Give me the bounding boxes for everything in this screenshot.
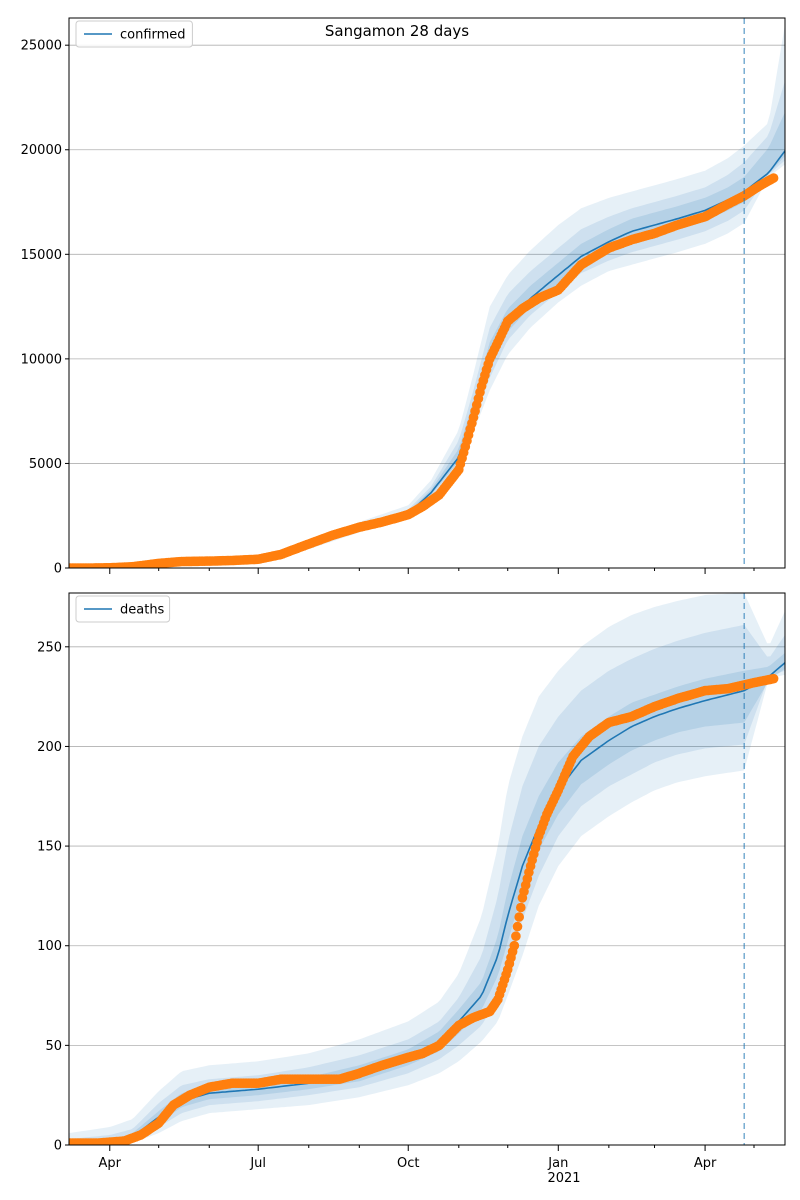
uncertainty-band [69, 593, 785, 1145]
observed-point [768, 173, 779, 183]
y-tick-label: 10000 [21, 352, 62, 367]
x-year-label: 2021 [547, 1171, 580, 1186]
observed-point [511, 931, 521, 941]
observed-point [512, 921, 523, 932]
uncertainty-band [69, 624, 785, 1145]
deaths-panel: 0 50 100 150 200 250 Apr Jul Oct Jan Apr deaths [37, 592, 786, 1171]
plot-area [69, 24, 785, 568]
legend-box [75, 20, 193, 48]
y-tick-label: 250 [37, 640, 62, 655]
uncertainty-band [69, 24, 785, 568]
y-tick-label: 100 [37, 939, 62, 954]
y-tick-label: 5000 [29, 457, 62, 472]
y-tick-label: 25000 [21, 39, 62, 54]
y-tick-label: 50 [45, 1039, 62, 1054]
legend: confirmed [75, 20, 193, 48]
x-tick-label: Oct [397, 1156, 419, 1171]
legend-box [75, 595, 171, 623]
y-tick-label: 0 [54, 562, 62, 577]
y-tick-label: 200 [37, 740, 62, 755]
axes-frame [68, 592, 786, 1146]
confirmed-panel: 0 5000 10000 15000 20000 25000 confirmed [21, 17, 786, 577]
x-tick-label: Apr [99, 1156, 122, 1171]
legend: deaths [75, 595, 171, 623]
y-tick-label: 20000 [21, 143, 62, 158]
plot-area [69, 593, 785, 1145]
legend-label: confirmed [120, 28, 186, 43]
chart-title: Sangamon 28 days [325, 22, 469, 40]
observed-point [509, 940, 520, 951]
observed-point [768, 673, 779, 684]
y-tick-label: 150 [37, 840, 62, 855]
x-tick-label: Apr [694, 1156, 717, 1171]
observed-point [516, 902, 526, 913]
legend-label: deaths [120, 603, 165, 618]
observed-point [514, 912, 524, 922]
x-tick-label: Jan [547, 1156, 568, 1171]
x-tick-label: Jul [249, 1156, 266, 1171]
y-tick-label: 15000 [21, 248, 62, 263]
axes-frame [68, 17, 786, 569]
y-tick-label: 0 [54, 1139, 62, 1154]
